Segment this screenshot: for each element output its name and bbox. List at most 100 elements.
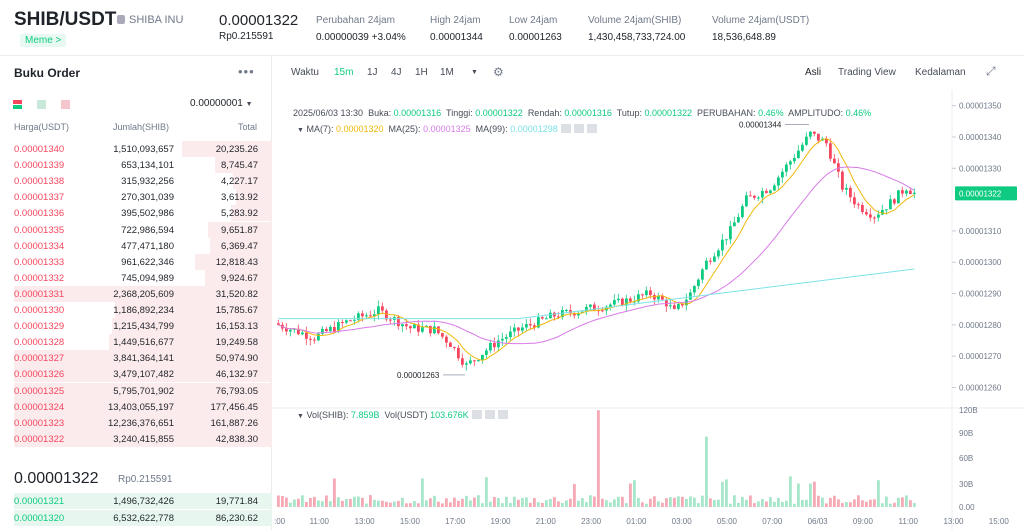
ask-row[interactable]: 0.00001336 395,502,986 5,283.92	[0, 205, 272, 222]
depth-bar	[109, 334, 272, 351]
eye-icon	[560, 124, 571, 133]
ask-row[interactable]: 0.00001333 961,622,346 12,818.43	[0, 253, 272, 270]
bids-only-icon[interactable]	[37, 100, 46, 109]
volume-bar	[505, 496, 508, 507]
ask-row[interactable]: 0.00001322 3,240,415,855 42,838.30	[0, 430, 272, 447]
gear-icon[interactable]: ⚙	[493, 65, 504, 79]
view-asli[interactable]: Asli	[805, 67, 822, 78]
ask-row[interactable]: 0.00001340 1,510,093,657 20,235.26	[0, 141, 272, 157]
candle	[441, 333, 444, 337]
view-depth[interactable]: Kedalaman	[915, 67, 966, 78]
volume-bar	[821, 497, 824, 507]
candle	[681, 303, 684, 306]
row-total: 4,227.17	[221, 176, 258, 188]
pair-title[interactable]: SHIB/USDT	[14, 9, 117, 30]
ask-row[interactable]: 0.00001324 13,403,055,197 177,456.45	[0, 398, 272, 415]
col-amount: Jumlah(SHIB)	[113, 122, 170, 132]
ask-row[interactable]: 0.00001330 1,186,892,234 15,785.67	[0, 302, 272, 318]
interval-1h[interactable]: 1H	[415, 67, 428, 78]
y-tick-label: 0.00001300	[959, 258, 1002, 267]
candle	[517, 327, 520, 331]
depth-bar	[207, 221, 272, 238]
candle	[313, 339, 316, 341]
ask-row[interactable]: 0.00001327 3,841,364,141 50,974.90	[0, 350, 272, 367]
x-tick-label: 17:00	[445, 517, 466, 526]
price-chart[interactable]: 0.00001350 0.00001340 0.00001330 0.00001310…	[272, 90, 1024, 530]
row-price: 0.00001331	[14, 288, 65, 300]
candle	[897, 190, 900, 204]
ask-row[interactable]: 0.00001334 477,471,180 6,369.47	[0, 237, 272, 254]
view-tradingview[interactable]: Trading View	[838, 67, 896, 78]
volume-bar	[501, 503, 504, 507]
ask-row[interactable]: 0.00001329 1,215,434,799 16,153.13	[0, 318, 272, 335]
candle	[577, 313, 580, 316]
depth-bar	[204, 269, 272, 286]
more-icon[interactable]: •••	[238, 64, 255, 79]
volume-bar	[857, 495, 860, 507]
row-amount: 2,368,205,609	[113, 288, 174, 300]
row-price: 0.00001325	[14, 385, 65, 397]
ask-row[interactable]: 0.00001339 653,134,101 8,745.47	[0, 157, 272, 174]
both-sides-icon[interactable]	[13, 100, 22, 109]
ask-row[interactable]: 0.00001328 1,449,516,677 19,249.58	[0, 334, 272, 351]
volume-bar	[601, 498, 604, 507]
x-tick-label: 06/03	[808, 517, 829, 526]
candle	[377, 306, 380, 315]
bid-row[interactable]: 0.00001321 1,496,732,426 19,771.84	[0, 493, 272, 509]
candle	[641, 294, 644, 296]
volume-bar	[841, 503, 844, 507]
candle	[389, 319, 392, 321]
candle	[497, 340, 500, 348]
fullscreen-icon[interactable]: ⤢	[986, 64, 996, 78]
candle	[493, 342, 496, 348]
chevron-down-icon[interactable]: ▼	[471, 69, 478, 76]
interval-1m[interactable]: 1M	[440, 67, 454, 78]
volume-bar	[837, 499, 840, 507]
candle	[709, 260, 712, 262]
ask-row[interactable]: 0.00001326 3,479,107,482 46,132.97	[0, 366, 272, 383]
ma7-line	[278, 137, 915, 361]
interval-4j[interactable]: 4J	[391, 67, 402, 78]
precision-select[interactable]: 0.00000001 ▼	[190, 98, 253, 109]
ask-row[interactable]: 0.00001332 745,094,989 9,924.67	[0, 269, 272, 286]
row-amount: 1,449,516,677	[113, 337, 174, 349]
depth-bar	[194, 253, 272, 270]
volume-bar	[805, 499, 808, 507]
bid-row[interactable]: 0.00001320 6,532,622,778 86,230.62	[0, 509, 272, 526]
ask-row[interactable]: 0.00001323 12,236,376,651 161,887.26	[0, 414, 272, 431]
interval-15m[interactable]: 15m	[334, 67, 354, 78]
volume-bar	[897, 497, 900, 507]
volume-bar	[737, 502, 740, 507]
candle	[637, 294, 640, 302]
ask-row[interactable]: 0.00001338 315,932,256 4,227.17	[0, 173, 272, 190]
candle	[593, 304, 596, 311]
ma99-line	[278, 268, 915, 320]
candle	[737, 217, 740, 223]
meme-tag[interactable]: Meme >	[20, 34, 67, 47]
volume-bar	[781, 501, 784, 507]
row-price: 0.00001322	[14, 433, 65, 445]
ask-row[interactable]: 0.00001337 270,301,039 3,613.92	[0, 189, 272, 206]
volume-bar	[585, 502, 588, 507]
candle	[369, 315, 372, 317]
eye-icon	[471, 410, 482, 419]
candle	[841, 171, 844, 190]
ask-row[interactable]: 0.00001325 5,795,701,902 76,793.05	[0, 382, 272, 399]
asks-only-icon[interactable]	[61, 100, 70, 109]
candle	[469, 360, 472, 364]
volume-bar	[829, 497, 832, 507]
volume-bar	[801, 500, 804, 507]
ask-row[interactable]: 0.00001335 722,986,594 9,651.87	[0, 221, 272, 238]
interval-1j[interactable]: 1J	[367, 67, 378, 78]
chevron-down-icon: ▼	[245, 101, 253, 108]
volume-bar	[401, 497, 404, 507]
volume-bar	[733, 495, 736, 507]
candle	[453, 347, 456, 349]
x-tick-label: 13:00	[355, 517, 376, 526]
row-total: 8,745.47	[221, 160, 258, 172]
y-tick-label: 0.00001350	[959, 102, 1002, 111]
candle	[429, 325, 432, 334]
row-amount: 745,094,989	[121, 272, 174, 284]
ask-row[interactable]: 0.00001331 2,368,205,609 31,520.82	[0, 285, 272, 302]
candle	[741, 206, 744, 218]
